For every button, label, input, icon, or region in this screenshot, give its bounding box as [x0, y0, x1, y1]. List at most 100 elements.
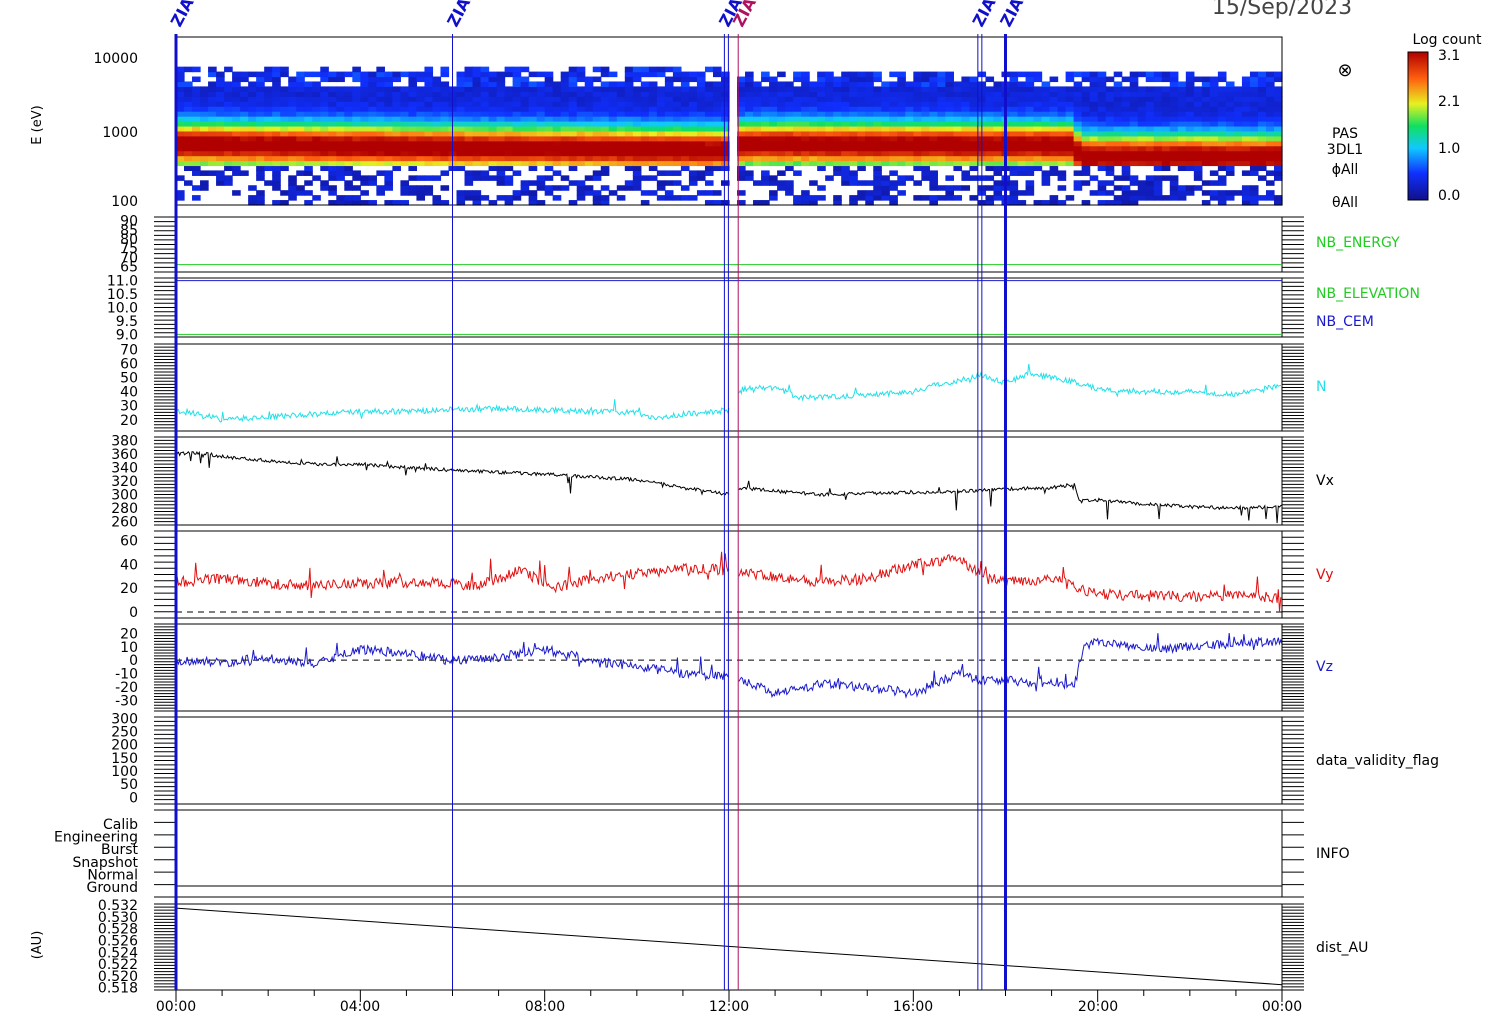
spectrogram-cell	[1217, 86, 1227, 92]
spectrogram-cell	[384, 86, 393, 92]
spectrogram-cell	[1201, 180, 1211, 186]
spectrogram-cell	[328, 145, 337, 152]
spectrogram-cell	[865, 140, 874, 147]
spectrogram-cell	[1241, 190, 1251, 196]
spectrogram-cell	[1145, 175, 1155, 181]
spectrogram-cell	[472, 86, 482, 92]
spectrogram-cell	[464, 180, 474, 186]
spectrogram-cell	[512, 121, 522, 127]
spectrogram-cell	[1257, 121, 1267, 127]
spectrogram-cell	[801, 101, 810, 107]
spectrogram-cell	[544, 185, 554, 191]
spectrogram-cell	[1041, 155, 1051, 162]
spectrogram-cell	[720, 125, 730, 132]
spectrogram-cell	[865, 135, 874, 142]
spectrogram-cell	[416, 101, 426, 107]
spectrogram-cell	[680, 76, 690, 83]
spectrogram-cell	[921, 111, 930, 117]
spectrogram-cell	[849, 130, 858, 137]
spectrogram-cell	[1225, 155, 1235, 162]
spectrogram-cell	[456, 160, 466, 167]
spectrogram-cell	[889, 86, 898, 92]
spectrogram-cell	[1145, 121, 1155, 127]
spectrogram-cell	[568, 76, 578, 83]
spectrogram-cell	[961, 111, 971, 117]
spectrogram-cell	[392, 130, 401, 137]
spectrogram-cell	[1057, 175, 1067, 181]
spectrogram-cell	[248, 155, 257, 162]
spectrogram-cell	[1097, 130, 1107, 137]
spectrogram-cell	[696, 86, 706, 92]
spectrogram-cell	[1257, 91, 1267, 97]
spectrogram-cell	[680, 130, 690, 137]
spectrogram-cell	[1193, 185, 1203, 191]
spectrogram-cell	[360, 160, 369, 167]
spectrogram-cell	[560, 135, 570, 142]
spectrogram-cell	[320, 111, 329, 117]
spectrogram-cell	[520, 86, 530, 92]
spectrogram-cell	[488, 86, 498, 92]
spectrogram-cell	[929, 130, 938, 137]
spectrogram-cell	[1033, 135, 1043, 142]
spectrogram-cell	[1249, 91, 1259, 97]
spectrogram-cell	[1257, 155, 1267, 162]
spectrogram-cell	[1249, 145, 1259, 152]
spectrogram-cell	[272, 160, 281, 167]
spectrogram-cell	[576, 106, 586, 112]
spectrogram-cell	[1073, 150, 1083, 157]
spectrogram-cell	[520, 135, 530, 142]
spectrogram-cell	[640, 81, 650, 88]
spectrogram-cell	[833, 106, 842, 112]
spectrogram-cell	[985, 101, 995, 107]
spectrogram-cell	[352, 185, 361, 191]
spectrogram-cell	[608, 101, 618, 107]
spectrogram-cell	[1185, 116, 1195, 122]
spectrogram-cell	[937, 91, 946, 97]
spectrogram-cell	[1057, 160, 1067, 167]
spectrogram-cell	[600, 140, 610, 147]
spectrogram-cell	[608, 91, 618, 97]
spectrogram-cell	[969, 76, 979, 83]
spectrogram-cell	[560, 91, 570, 97]
spectrogram-cell	[600, 165, 610, 172]
spectrogram-cell	[592, 116, 602, 122]
spectrogram-cell	[841, 170, 850, 176]
spectrogram-cell	[248, 106, 257, 112]
spectrogram-cell	[737, 135, 746, 142]
spectrogram-cell	[288, 185, 297, 191]
spectrogram-cell	[696, 175, 706, 181]
spectrogram-cell	[256, 170, 265, 176]
spectrogram-cell	[1241, 185, 1251, 191]
spectrogram-cell	[264, 135, 273, 142]
spectrogram-cell	[280, 135, 289, 142]
spectrogram-cell	[1089, 111, 1099, 117]
spectrogram-cell	[1081, 200, 1091, 206]
spectrogram-cell	[256, 195, 265, 201]
spectrogram-cell	[769, 116, 778, 122]
spectrogram-cell	[616, 185, 626, 191]
spectrogram-cell	[400, 190, 410, 196]
spectrogram-cell	[1137, 86, 1147, 92]
spectrogram-cell	[664, 111, 674, 117]
spectrogram-cell	[801, 160, 810, 167]
spectrogram-cell	[688, 125, 698, 132]
spectrogram-cell	[504, 111, 514, 117]
spectrogram-cell	[320, 180, 329, 186]
spectrogram-cell	[1113, 175, 1123, 181]
spectrogram-cell	[1025, 71, 1035, 78]
spectrogram-cell	[833, 145, 842, 152]
spectrogram-cell	[704, 121, 714, 127]
spectrogram-cell	[280, 96, 289, 102]
spectrogram-cell	[769, 106, 778, 112]
spectrogram-cell	[841, 86, 850, 92]
spectrogram-cell	[248, 125, 257, 132]
spectrogram-cell	[1041, 180, 1051, 186]
spectrogram-cell	[745, 106, 754, 112]
spectrogram-cell	[913, 71, 922, 78]
spectrogram-cell	[849, 111, 858, 117]
spectrogram-cell	[304, 140, 313, 147]
spectrogram-cell	[881, 130, 890, 137]
spectrogram-cell	[208, 111, 217, 117]
spectrogram-cell	[672, 135, 682, 142]
spectrogram-cell	[592, 150, 602, 157]
